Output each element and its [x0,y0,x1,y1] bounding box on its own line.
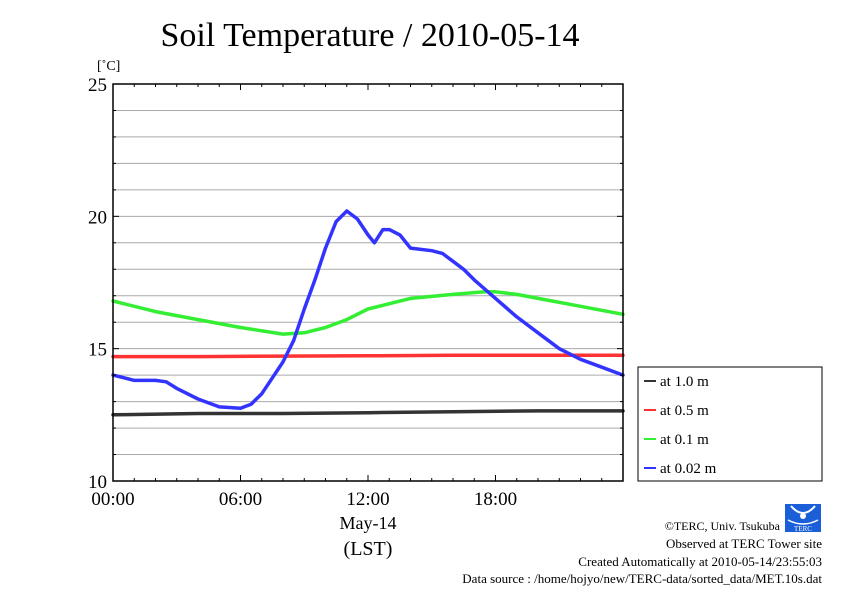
x-tick-label: 06:00 [219,489,262,510]
legend-box [637,366,823,482]
x-axis-date-label: May-14 [340,513,397,533]
series-line-at-0-1-m [111,290,625,336]
logo-text: TERC [794,525,812,533]
y-tick-label: 20 [88,207,107,228]
x-axis-timezone-label: (LST) [344,538,393,560]
series-line-at-0-5-m [111,353,625,359]
legend-label: at 0.02 m [660,461,717,477]
series-line-at-1-0-m [111,409,625,417]
legend: at 1.0 m at 0.5 m at 0.1 m at 0.02 m [637,366,823,482]
y-tick-label: 25 [88,75,107,96]
plot-frame [112,83,624,482]
observed-text: Observed at TERC Tower site [665,536,822,551]
chart-title: Soil Temperature / 2010-05-14 [160,17,579,54]
y-axis-label: [˚C] [97,59,120,74]
copyright-text: ©TERC, Univ. Tsukuba [664,519,780,533]
legend-label: at 0.5 m [660,403,709,419]
y-tick-label: 10 [88,472,107,493]
data-source-text: Data source : /home/hojyo/new/TERC-data/… [462,571,822,586]
x-tick-label: 00:00 [91,489,134,510]
y-tick-label: 15 [88,340,107,361]
created-text: Created Automatically at 2010-05-14/23:5… [578,554,822,569]
x-tick-label: 12:00 [346,489,389,510]
legend-label: at 0.1 m [660,432,709,448]
terc-logo: TERC [785,504,821,533]
series-line-at-0-02-m [111,209,625,410]
legend-label: at 1.0 m [660,374,709,390]
x-tick-label: 18:00 [474,489,517,510]
